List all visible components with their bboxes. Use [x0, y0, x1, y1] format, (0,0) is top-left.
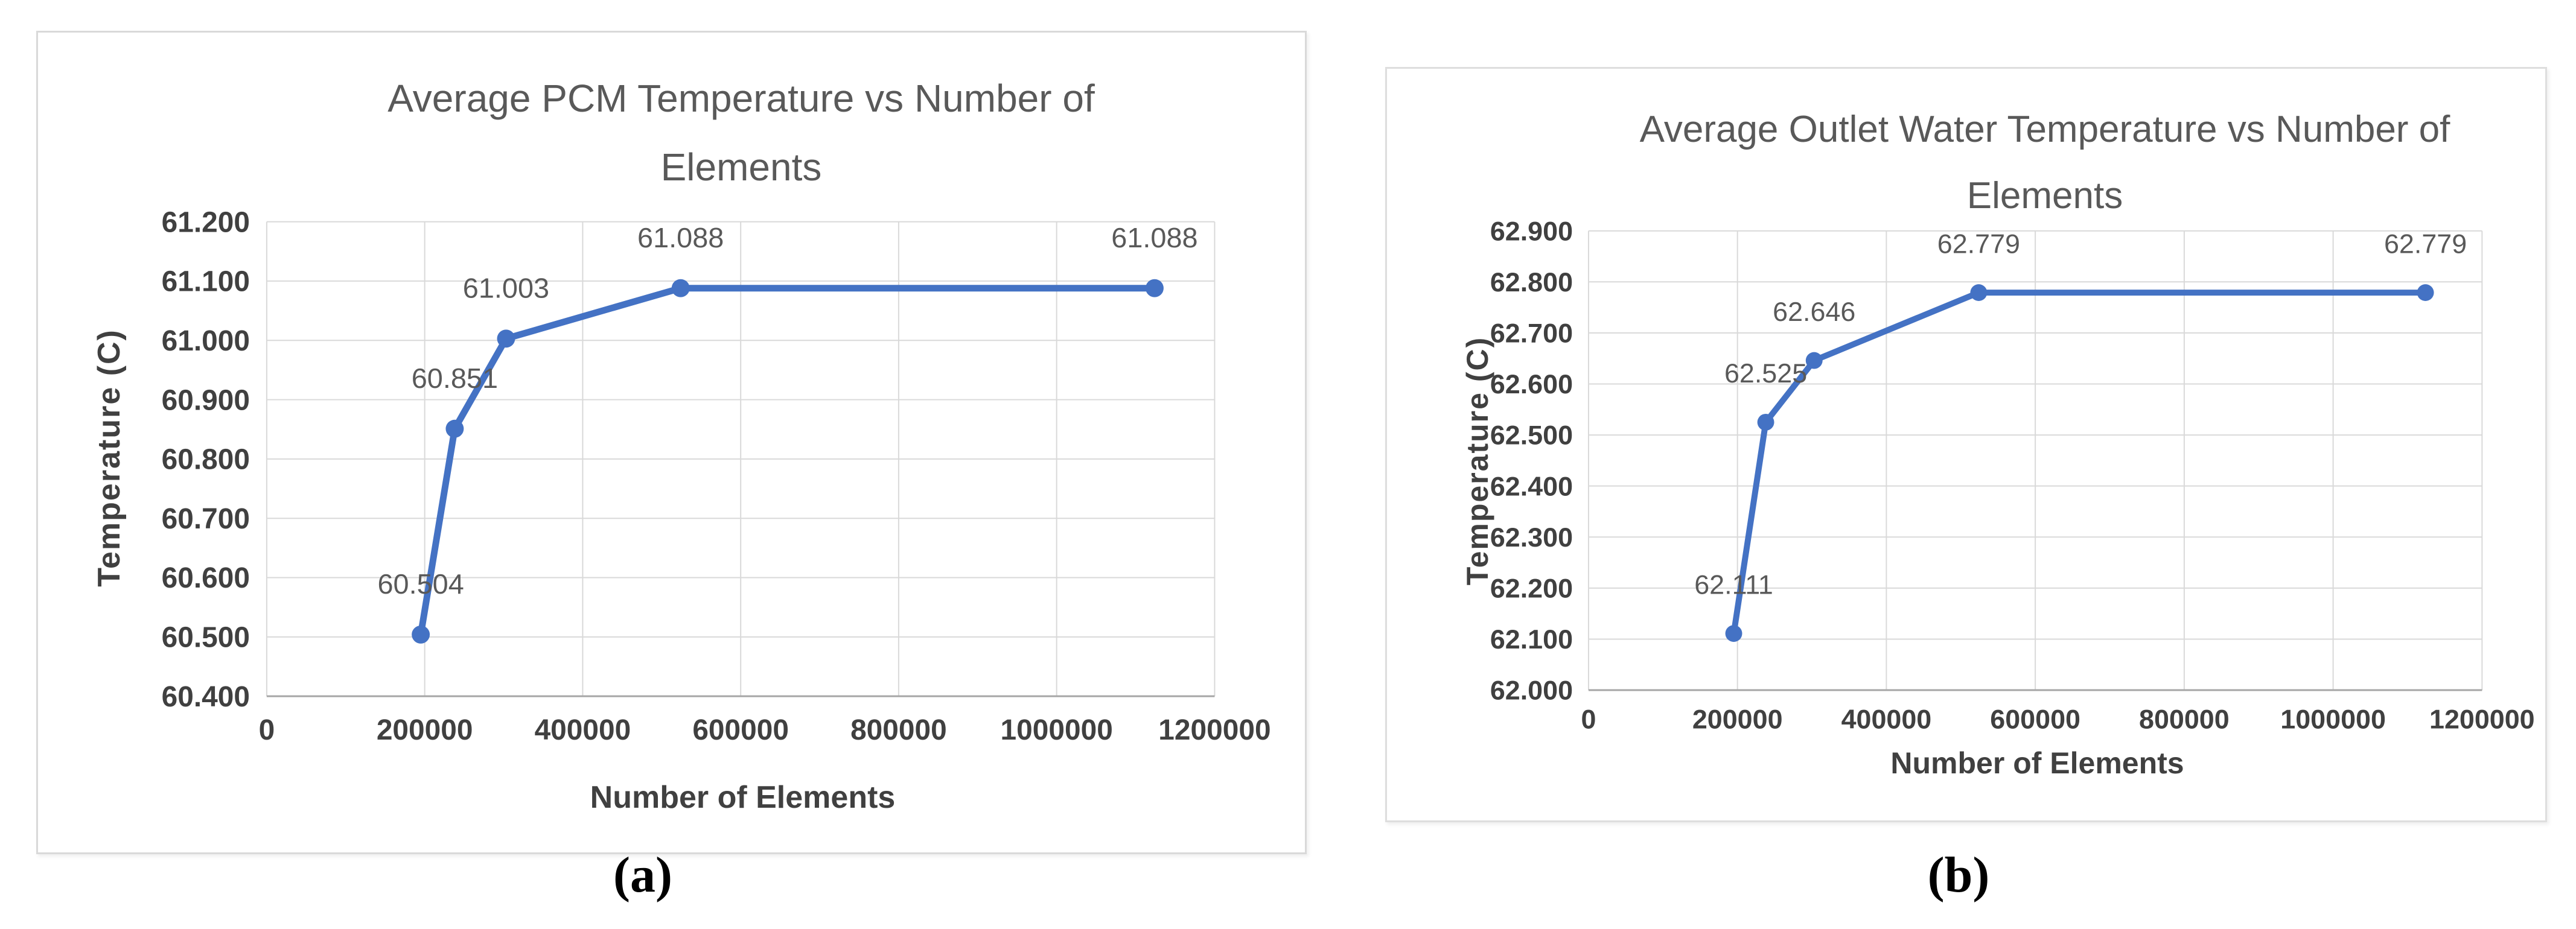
chart-title-b: Average Outlet Water Temperature vs Numb…	[1496, 97, 2576, 229]
y-tick-label: 60.700	[162, 503, 250, 535]
chart-title-b-line2: Elements	[1966, 175, 2123, 217]
chart-panel-a: 61.200 61.100 61.000 60.900 60.800 60.700 60.6…	[36, 31, 1307, 854]
y-tick-label: 61.100	[162, 266, 250, 298]
y-tick-label: 60.900	[162, 384, 250, 416]
y-tick-label: 60.400	[162, 681, 250, 713]
data-point-marker	[445, 419, 464, 438]
y-axis-title-b: Temperature (C)	[1461, 336, 1494, 586]
caption-a: (a)	[613, 847, 672, 903]
x-tick-label: 0	[1581, 705, 1596, 735]
data-label: 62.525	[1724, 358, 1807, 388]
y-tick-label: 62.200	[1490, 574, 1573, 604]
chart-title-a-line1: Average PCM Temperature vs Number of	[387, 77, 1095, 120]
data-point-marker	[497, 329, 515, 348]
data-point-marker	[1757, 413, 1774, 431]
x-tick-label: 800000	[2139, 705, 2230, 735]
x-tick-label: 1200000	[1158, 714, 1270, 746]
data-label: 61.003	[463, 273, 549, 304]
x-tick-label: 400000	[535, 714, 631, 746]
data-point-marker	[1970, 284, 1988, 301]
data-point-marker	[1725, 625, 1742, 642]
y-tick-label: 60.800	[162, 444, 250, 476]
y-tick-label: 60.600	[162, 562, 250, 594]
chart-title-a-line2: Elements	[660, 145, 822, 189]
x-tick-label: 400000	[1841, 705, 1932, 735]
x-tick-label: 200000	[1692, 705, 1783, 735]
x-tick-label: 1000000	[1001, 714, 1113, 746]
x-tick-label: 0	[259, 714, 275, 746]
x-tick-label: 600000	[692, 714, 789, 746]
y-tick-label: 61.200	[162, 206, 250, 238]
plot-area-b: 62.900 62.800 62.700 62.600 62.500 62.400 62.3…	[1490, 216, 2535, 735]
x-tick-label: 600000	[1990, 705, 2080, 735]
chart-title-b-line1: Average Outlet Water Temperature vs Numb…	[1639, 109, 2450, 150]
y-tick-label: 61.000	[162, 325, 250, 357]
data-label: 61.088	[1111, 222, 1197, 253]
y-tick-label: 60.500	[162, 622, 250, 654]
y-tick-label: 62.100	[1490, 624, 1573, 655]
y-axis-title-a: Temperature (C)	[92, 329, 127, 587]
x-tick-label: 200000	[377, 714, 473, 746]
x-tick-label: 1000000	[2280, 705, 2386, 735]
data-point-marker	[671, 279, 690, 297]
x-axis-title-a: Number of Elements	[590, 780, 896, 815]
y-tick-label: 62.500	[1490, 420, 1573, 451]
data-label: 60.504	[377, 568, 464, 600]
y-tick-label: 62.900	[1490, 216, 1573, 246]
data-label: 62.646	[1773, 297, 1855, 327]
y-tick-label: 62.300	[1490, 522, 1573, 553]
y-tick-label: 62.800	[1490, 267, 1573, 297]
x-axis-title-b: Number of Elements	[1890, 746, 2184, 780]
data-label: 62.779	[1937, 229, 2020, 259]
data-point-marker	[412, 625, 430, 644]
data-label: 62.779	[2384, 229, 2467, 259]
data-label: 61.088	[637, 222, 724, 253]
data-point-marker	[1805, 352, 1823, 369]
y-tick-label: 62.000	[1490, 676, 1573, 706]
y-tick-label: 62.700	[1490, 319, 1573, 349]
x-tick-label: 800000	[850, 714, 947, 746]
y-tick-label: 62.600	[1490, 369, 1573, 399]
data-point-marker	[2417, 284, 2434, 301]
series-line	[1730, 290, 2429, 637]
data-label: 62.111	[1694, 569, 1773, 600]
chart-panel-b: 62.900 62.800 62.700 62.600 62.500 62.400 62.3…	[1385, 67, 2547, 822]
data-point-marker	[1146, 279, 1164, 297]
data-label: 60.851	[412, 363, 498, 394]
x-tick-label: 1200000	[2429, 705, 2535, 735]
y-tick-label: 62.400	[1490, 471, 1573, 501]
caption-b: (b)	[1927, 847, 1990, 903]
chart-title-a: Average PCM Temperature vs Number of Ele…	[177, 64, 1306, 201]
plot-area-a: 61.200 61.100 61.000 60.900 60.800 60.700 60.6…	[162, 206, 1271, 746]
